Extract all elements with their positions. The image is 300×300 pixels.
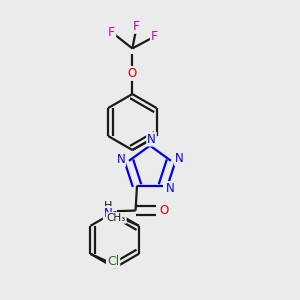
Text: O: O xyxy=(128,67,137,80)
Text: CH₃: CH₃ xyxy=(106,213,126,223)
Text: F: F xyxy=(108,26,115,39)
Text: N: N xyxy=(116,153,125,166)
Text: Cl: Cl xyxy=(107,255,119,268)
Text: O: O xyxy=(160,204,169,217)
Text: H: H xyxy=(104,201,112,211)
Text: N: N xyxy=(147,133,156,146)
Text: N: N xyxy=(166,182,175,195)
Text: F: F xyxy=(151,30,158,43)
Text: F: F xyxy=(133,20,140,33)
Text: N: N xyxy=(175,152,184,165)
Text: N: N xyxy=(104,207,112,220)
